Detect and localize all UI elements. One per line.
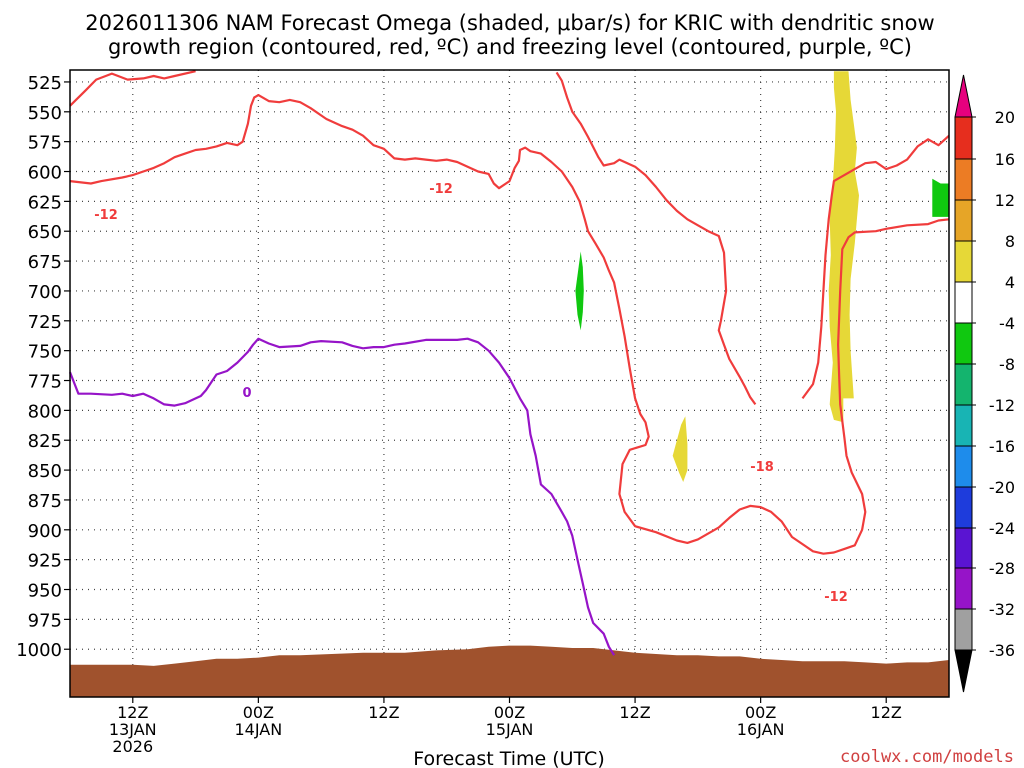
x-tick-label: 00Z [494,703,525,722]
gridlines [70,70,949,697]
contour-label: 0 [242,386,251,401]
y-tick-label: 750 [28,342,62,363]
contour-label-bg [92,206,120,222]
contour-label: -18 [750,460,774,475]
y-tick-label: 800 [28,401,62,422]
colorbar-segment [954,240,973,283]
colorbar-segment [954,567,973,610]
colorbar-segment [954,404,973,447]
x-tick-label: 14JAN [234,720,282,739]
colorbar-label: 16 [995,150,1015,169]
contour-label: -12 [429,182,453,197]
colorbar-label: 12 [995,191,1015,210]
y-tick-label: 850 [28,461,62,482]
contour-label-bg [427,180,455,196]
colorbar-label: -32 [989,600,1015,619]
colorbar-label: -24 [989,519,1015,538]
y-tick-label: 825 [28,431,62,452]
x-axis-title: Forecast Time (UTC) [413,748,604,768]
colorbar-label: 8 [1005,232,1015,251]
y-tick-label: 525 [28,73,62,94]
omega-green-patch [932,178,949,217]
y-tick-label: 575 [28,133,62,154]
contour-label-bg [748,458,776,474]
x-tick-label: 12Z [117,703,148,722]
y-tick-label: 650 [28,222,62,243]
freezing-level-0 [68,337,616,656]
x-tick-label: 12Z [871,703,902,722]
colorbar-segment [954,527,973,569]
colorbar-segment [954,608,973,651]
y-tick-label: 900 [28,521,62,542]
colorbar-label: 4 [1005,273,1015,292]
colorbar-under-triangle [954,649,973,693]
dgz-lower-minus18 [555,71,757,406]
y-tick-label: 875 [28,491,62,512]
colorbar-label: -28 [989,559,1015,578]
y-axis: 525 550 575 600 625 650 675 700 725 750 775 800 825 8… [16,73,70,661]
colorbar: 20 16 12 8 4 -4 -8 -12 -16 -20 -24 -28 -32 -36 [954,74,1015,693]
y-tick-label: 600 [28,163,62,184]
colorbar-label: -16 [989,437,1015,456]
colorbar-segment [954,281,973,324]
y-tick-label: 675 [28,252,62,273]
x-tick-label: 16JAN [737,720,785,739]
y-tick-label: 700 [28,282,62,303]
chart-title-line2: growth region (contoured, red, ºC) and f… [108,35,912,59]
contour-label-bg [233,384,261,400]
x-tick-label: 2026 [112,737,153,756]
x-tick-label: 00Z [243,703,274,722]
colorbar-label: -8 [999,355,1015,374]
colorbar-segment [954,199,973,242]
y-tick-label: 950 [28,581,62,602]
colorbar-segment [954,322,973,365]
y-tick-label: 725 [28,312,62,333]
colorbar-label: 20 [995,108,1015,127]
colorbar-label: -12 [989,396,1015,415]
x-tick-label: 12Z [619,703,650,722]
colorbar-segment [954,116,973,160]
contour-lines: -12 -12 -12 -18 0 [68,70,950,656]
colorbar-segment [954,445,973,488]
dgz-main-minus12 [69,93,950,555]
chart-title-line1: 2026011306 NAM Forecast Omega (shaded, μ… [85,11,934,35]
x-tick-label: 00Z [745,703,776,722]
y-tick-label: 550 [28,103,62,124]
contour-label-bg [822,588,850,604]
colorbar-label: -36 [989,641,1015,660]
x-tick-label: 15JAN [486,720,534,739]
watermark: coolwx.com/models [840,747,1014,767]
x-tick-label: 12Z [368,703,399,722]
terrain-layer [70,645,949,697]
colorbar-segment [954,158,973,201]
x-tick-label: 13JAN [109,720,157,739]
contour-label: -12 [94,208,118,223]
colorbar-label: -20 [989,478,1015,497]
colorbar-segment [954,486,973,529]
y-tick-label: 625 [28,192,62,213]
contour-label: -12 [824,590,848,605]
dgz-upper-minus12 [69,70,196,107]
terrain-below-ground [70,645,949,697]
y-tick-label: 1000 [16,640,62,661]
y-tick-label: 775 [28,372,62,393]
dgz-right-minus18 [801,134,950,400]
y-tick-label: 925 [28,551,62,572]
omega-green-sliver [575,251,584,331]
colorbar-label: -4 [999,314,1015,333]
y-tick-label: 975 [28,610,62,631]
colorbar-segment [954,363,973,406]
omega-yellow-blob [672,416,688,482]
